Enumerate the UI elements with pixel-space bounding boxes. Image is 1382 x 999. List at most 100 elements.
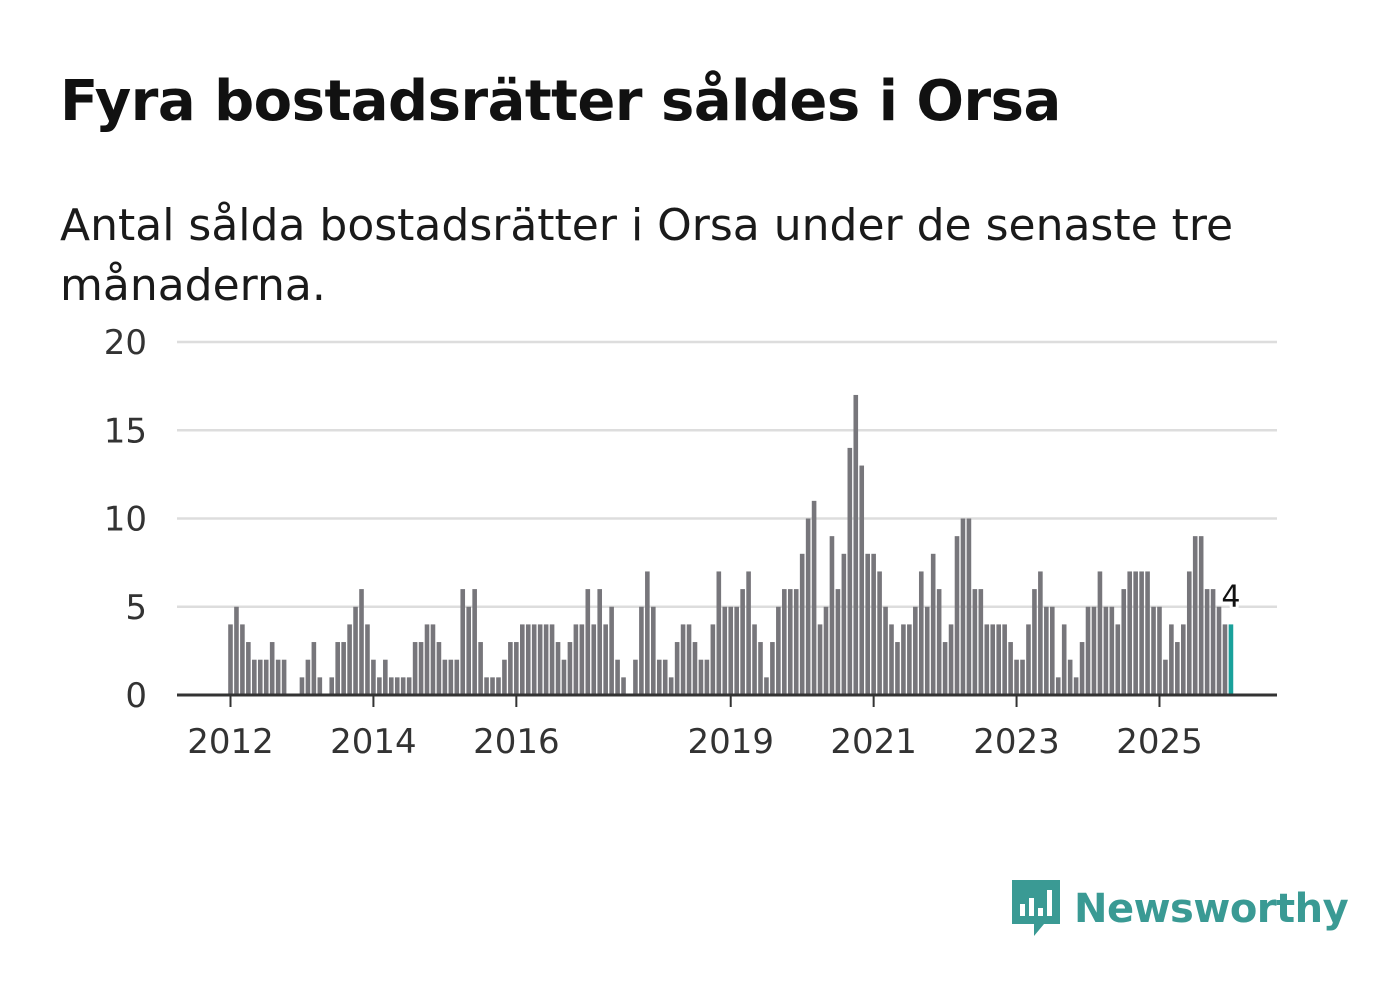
bar (442, 659, 448, 695)
bar (930, 553, 936, 695)
bar (799, 553, 805, 695)
bar (335, 642, 340, 695)
y-tick-label: 0 (125, 676, 147, 716)
bar (371, 659, 376, 695)
x-tick-label: 2023 (973, 722, 1060, 762)
bar (954, 536, 960, 695)
bar (984, 624, 990, 695)
bar (406, 677, 412, 695)
bar (960, 518, 966, 695)
bars (228, 394, 1234, 695)
bar (1049, 606, 1055, 695)
bar (1133, 571, 1138, 695)
y-tick-label: 20 (104, 323, 147, 363)
bar (508, 642, 513, 695)
bar (1097, 571, 1103, 695)
chart-title: Fyra bostadsrätter såldes i Orsa (60, 69, 1061, 134)
gridlines (177, 340, 1277, 608)
bar (311, 642, 317, 695)
bar (1055, 677, 1061, 695)
bar (924, 606, 930, 695)
bar (430, 624, 436, 695)
bar (918, 571, 924, 695)
bar (1163, 659, 1168, 695)
bar (329, 677, 335, 695)
bar (823, 606, 829, 695)
bar (240, 624, 245, 695)
bar (579, 624, 585, 695)
bar (913, 606, 918, 695)
bar (234, 606, 239, 695)
bar (1085, 606, 1091, 695)
bar (591, 624, 597, 695)
bar (752, 624, 757, 695)
bar (1067, 659, 1073, 695)
bar (1127, 571, 1132, 695)
bar (418, 642, 424, 695)
bar (1175, 642, 1180, 695)
newsworthy-logo-icon (1012, 880, 1060, 936)
value-label: 4 (1221, 579, 1240, 614)
bar (746, 571, 751, 695)
bar (1121, 589, 1127, 695)
brand-logo: Newsworthy (1010, 878, 1349, 940)
y-tick-label: 15 (104, 411, 147, 451)
axes (177, 693, 1277, 707)
bar (877, 571, 882, 695)
bar (662, 659, 668, 695)
bar (1032, 589, 1037, 695)
bar (633, 659, 638, 695)
bar (847, 447, 853, 695)
bar (1008, 642, 1013, 695)
bar (257, 659, 263, 695)
bar (1091, 606, 1097, 695)
bar (400, 677, 406, 695)
bar (990, 624, 996, 695)
bar (365, 624, 370, 695)
bar (645, 571, 650, 695)
bar (490, 677, 495, 695)
bar (1204, 589, 1210, 695)
y-tick-label: 10 (104, 500, 147, 540)
bar (394, 677, 400, 695)
bar (543, 624, 549, 695)
bar (621, 677, 626, 695)
bar (388, 677, 394, 695)
bar (1061, 624, 1067, 695)
bar (1103, 606, 1109, 695)
bar (805, 518, 811, 695)
bar (269, 642, 275, 695)
bar (722, 606, 728, 695)
bar (793, 589, 799, 695)
bar (871, 553, 876, 695)
bar (1044, 606, 1049, 695)
bar (472, 589, 477, 695)
bar (978, 589, 984, 695)
bar (281, 659, 287, 695)
bar (829, 536, 835, 695)
bar (1198, 536, 1204, 695)
bar (1109, 606, 1115, 695)
bar (734, 606, 739, 695)
x-tick-label: 2016 (473, 722, 560, 762)
bar (1002, 624, 1007, 695)
bar (299, 677, 305, 695)
bar (740, 589, 745, 695)
bar (966, 518, 972, 695)
bar (1216, 606, 1222, 695)
bar (948, 624, 954, 695)
bar (1139, 571, 1144, 695)
bar (448, 659, 454, 695)
bar (651, 606, 656, 695)
bar (478, 642, 483, 695)
bar (668, 677, 674, 695)
bar (1145, 571, 1150, 695)
bar (1038, 571, 1043, 695)
bar (1026, 624, 1031, 695)
bar (525, 624, 531, 695)
bar (865, 553, 870, 695)
bar (895, 642, 900, 695)
bar (972, 589, 978, 695)
bar (341, 642, 346, 695)
bar (317, 677, 323, 695)
